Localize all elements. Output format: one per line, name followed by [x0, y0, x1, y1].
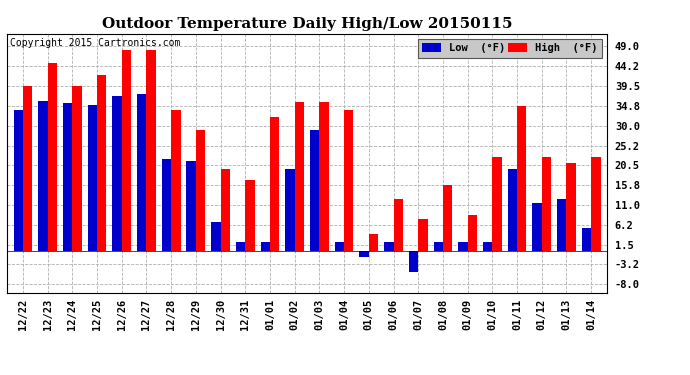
Bar	[211, 222, 221, 251]
Bar	[493, 157, 502, 251]
Bar	[171, 110, 181, 251]
Bar	[335, 242, 344, 251]
Bar	[409, 251, 418, 272]
Bar	[458, 242, 468, 251]
Bar	[433, 242, 443, 251]
Bar	[582, 228, 591, 251]
Bar	[517, 105, 526, 251]
Bar	[310, 130, 319, 251]
Bar	[566, 163, 576, 251]
Bar	[270, 117, 279, 251]
Bar	[508, 170, 517, 251]
Bar	[137, 94, 146, 251]
Bar	[483, 242, 493, 251]
Bar	[557, 199, 566, 251]
Bar	[245, 180, 255, 251]
Bar	[369, 234, 378, 251]
Bar	[295, 102, 304, 251]
Bar	[443, 185, 453, 251]
Bar	[23, 86, 32, 251]
Bar	[591, 157, 600, 251]
Title: Outdoor Temperature Daily High/Low 20150115: Outdoor Temperature Daily High/Low 20150…	[102, 17, 512, 31]
Bar	[261, 242, 270, 251]
Bar	[319, 102, 329, 251]
Bar	[186, 161, 196, 251]
Bar	[221, 170, 230, 251]
Bar	[14, 110, 23, 251]
Bar	[359, 251, 369, 257]
Bar	[63, 103, 72, 251]
Bar	[121, 51, 131, 251]
Bar	[236, 242, 245, 251]
Bar	[97, 75, 106, 251]
Bar	[393, 199, 403, 251]
Text: Copyright 2015 Cartronics.com: Copyright 2015 Cartronics.com	[10, 38, 180, 48]
Legend: Low  (°F), High  (°F): Low (°F), High (°F)	[417, 39, 602, 57]
Bar	[285, 170, 295, 251]
Bar	[196, 130, 205, 251]
Bar	[112, 96, 121, 251]
Bar	[418, 219, 428, 251]
Bar	[38, 100, 48, 251]
Bar	[384, 242, 393, 251]
Bar	[72, 86, 81, 251]
Bar	[344, 110, 353, 251]
Bar	[542, 157, 551, 251]
Bar	[533, 203, 542, 251]
Bar	[88, 105, 97, 251]
Bar	[468, 215, 477, 251]
Bar	[48, 63, 57, 251]
Bar	[161, 159, 171, 251]
Bar	[146, 51, 156, 251]
